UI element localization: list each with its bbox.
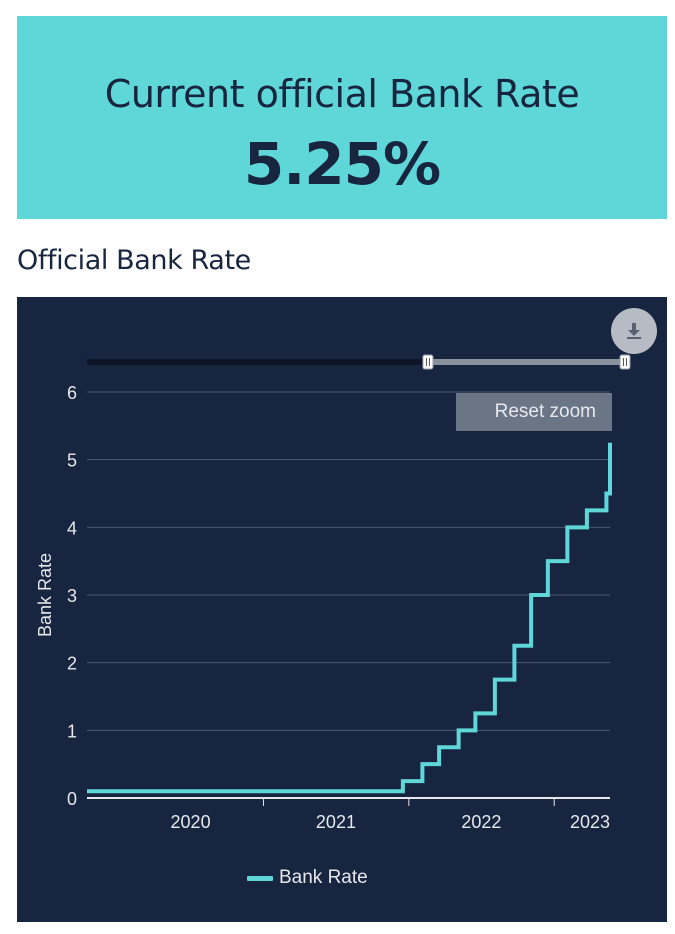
legend-item-bank-rate[interactable]: Bank Rate bbox=[247, 863, 368, 893]
bank-rate-chart: 0 1 2 3 4 5 6 Bank Rate 2020 2021 2022 2023 Reset z… bbox=[17, 297, 667, 922]
legend-label: Bank Rate bbox=[279, 867, 368, 888]
navigator-handle-left[interactable] bbox=[422, 354, 434, 370]
y-tick-label: 0 bbox=[67, 789, 77, 809]
x-tick-label: 2022 bbox=[461, 812, 501, 832]
y-axis-title: Bank Rate bbox=[35, 553, 55, 637]
y-tick-label: 6 bbox=[67, 383, 77, 403]
chart-section-title: Official Bank Rate bbox=[17, 245, 251, 276]
y-tick-label: 1 bbox=[67, 721, 77, 741]
x-tick-label: 2020 bbox=[171, 812, 211, 832]
series-line-bank-rate bbox=[87, 442, 612, 794]
x-tick-label: 2023 bbox=[570, 812, 610, 832]
navigator-handle-right[interactable] bbox=[619, 354, 631, 370]
current-rate-label: Current official Bank Rate bbox=[104, 72, 580, 116]
y-tick-label: 4 bbox=[67, 518, 77, 538]
y-tick-label: 5 bbox=[67, 451, 77, 471]
current-rate-value: 5.25% bbox=[243, 130, 441, 198]
legend-swatch bbox=[247, 875, 273, 881]
navigator-selection[interactable] bbox=[427, 359, 625, 365]
chart-canvas: 0 1 2 3 4 5 6 Bank Rate 2020 2021 2022 2023 bbox=[35, 354, 631, 832]
download-icon bbox=[627, 323, 641, 339]
navigator-track bbox=[87, 359, 625, 365]
reset-zoom-button[interactable]: Reset zoom bbox=[456, 393, 612, 431]
x-tick-label: 2021 bbox=[316, 812, 356, 832]
download-button[interactable] bbox=[611, 308, 657, 354]
y-tick-label: 2 bbox=[67, 654, 77, 674]
y-tick-label: 3 bbox=[67, 586, 77, 606]
current-rate-banner: Current official Bank Rate 5.25% bbox=[17, 16, 667, 219]
